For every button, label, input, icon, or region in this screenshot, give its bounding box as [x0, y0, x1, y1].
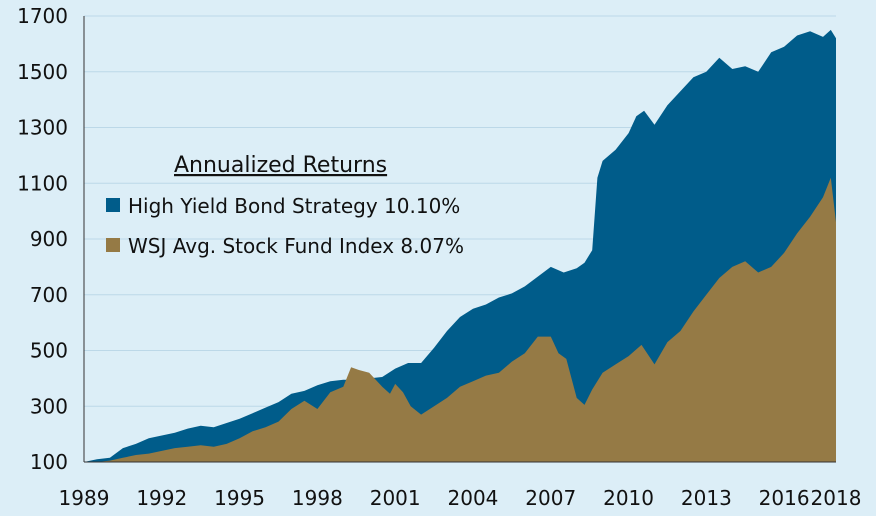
- x-tick-label-1992: 1992: [136, 486, 187, 510]
- x-tick-label-2001: 2001: [370, 486, 421, 510]
- x-tick-label-2010: 2010: [603, 486, 654, 510]
- x-tick-labels: 1989 1992 1995 1998 2001 2004 2007 2010 2013 2016…: [59, 486, 862, 510]
- area-series-bond: [84, 29, 836, 463]
- x-tick-label-1989: 1989: [59, 486, 110, 510]
- legend-title: Annualized Returns: [174, 153, 387, 178]
- y-tick-label-500: 500: [30, 339, 68, 363]
- legend-swatch-stock: [106, 238, 120, 252]
- y-tick-label-900: 900: [30, 227, 68, 251]
- x-tick-label-2016: 2016: [759, 486, 810, 510]
- y-tick-label-1500: 1500: [17, 60, 68, 84]
- y-tick-label-1100: 1100: [17, 171, 68, 195]
- y-tick-labels: 100 300 500 700 900 1100 1300 1500 1700: [17, 4, 68, 474]
- legend: Annualized Returns High Yield Bond Strat…: [106, 153, 464, 258]
- y-tick-label-700: 700: [30, 283, 68, 307]
- y-tick-label-1300: 1300: [17, 116, 68, 140]
- x-tick-label-2004: 2004: [448, 486, 499, 510]
- y-tick-label-300: 300: [30, 394, 68, 418]
- legend-swatch-bond: [106, 198, 120, 212]
- x-tick-label-1998: 1998: [292, 486, 343, 510]
- axes: [83, 16, 836, 463]
- legend-label-bond: High Yield Bond Strategy 10.10%: [128, 194, 460, 218]
- y-tick-label-1700: 1700: [17, 4, 68, 28]
- series-areas: [84, 29, 836, 463]
- area-series-stock: [84, 177, 836, 462]
- x-tick-label-2013: 2013: [681, 486, 732, 510]
- x-tick-label-2018: 2018: [811, 486, 862, 510]
- x-tick-label-2007: 2007: [525, 486, 576, 510]
- x-tick-label-1995: 1995: [214, 486, 265, 510]
- y-tick-label-100: 100: [30, 450, 68, 474]
- legend-label-stock: WSJ Avg. Stock Fund Index 8.07%: [128, 234, 464, 258]
